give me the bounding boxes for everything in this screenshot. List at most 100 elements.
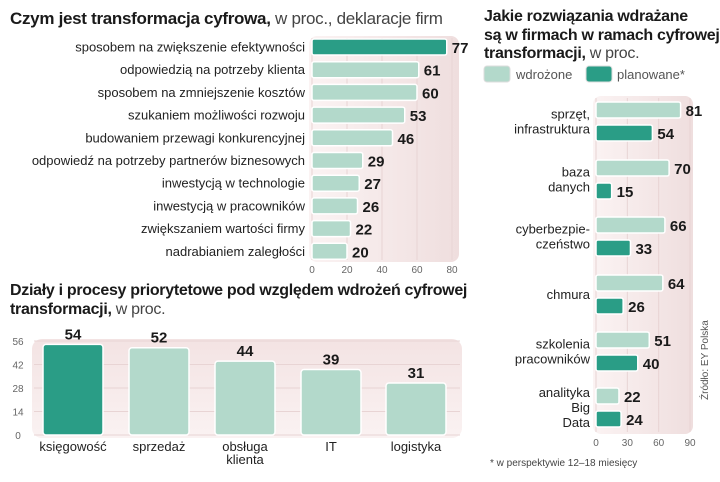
chart2-bar xyxy=(214,360,276,436)
chart1-x-tick: 40 xyxy=(376,265,388,276)
chart2-bar xyxy=(128,346,190,436)
chart1-bar xyxy=(311,174,360,192)
chart3-plot-panel xyxy=(593,96,693,434)
chart2-value-label: 39 xyxy=(323,352,340,369)
chart2-bar xyxy=(42,343,104,436)
chart1-category-label: budowaniem przewagi konkurencyjnej xyxy=(85,130,305,145)
chart1-bar xyxy=(311,129,394,147)
chart3-bar-implemented xyxy=(595,101,682,119)
chart1-value-label: 22 xyxy=(356,222,373,239)
chart3-category-label: sprzęt, xyxy=(551,107,590,122)
chart2-value-label: 31 xyxy=(408,365,425,382)
chart2-title-line2: transformacji, xyxy=(10,300,112,318)
chart3-bar-implemented xyxy=(595,387,620,405)
chart1-category-label: inwestycją w technologie xyxy=(162,176,305,191)
chart3-bar-planned xyxy=(595,410,622,428)
chart3-bar-planned xyxy=(595,239,632,257)
chart3-value-label: 33 xyxy=(635,241,652,258)
chart1-value-label: 27 xyxy=(364,176,381,193)
chart3-category-label: pracowników xyxy=(515,352,591,367)
legend-label-implemented: wdrożone xyxy=(515,67,572,82)
chart1-x-tick: 80 xyxy=(446,265,458,276)
chart1-category-label: nadrabianiem zaległości xyxy=(166,244,306,259)
chart3-category-label: baza xyxy=(562,165,591,180)
chart1-bar xyxy=(311,60,420,79)
chart2-category-label: obsługa xyxy=(222,439,268,454)
chart3-title-rest: w proc. xyxy=(585,45,640,62)
chart3-value-label: 40 xyxy=(643,356,660,373)
chart2-value-label: 44 xyxy=(237,343,254,360)
chart2-y-tick: 42 xyxy=(12,361,24,372)
chart3-category-label: szkolenia xyxy=(536,337,591,352)
chart1-value-label: 26 xyxy=(363,199,380,216)
chart3-value-label: 70 xyxy=(674,161,691,178)
chart1-bar xyxy=(311,83,418,102)
chart1-title-rest: w proc., deklaracje firm xyxy=(270,9,443,28)
chart2-y-tick: 14 xyxy=(12,408,24,419)
chart3-x-tick: 30 xyxy=(622,438,634,449)
chart2-bar xyxy=(385,382,447,436)
chart3-bar-planned xyxy=(595,354,639,372)
chart1-bar xyxy=(311,151,364,170)
chart1-title-bold: Czym jest transformacja cyfrowa, xyxy=(10,9,271,28)
chart2-category-label: księgowość xyxy=(39,439,107,454)
chart3-bar-implemented xyxy=(595,216,666,234)
chart1-value-label: 46 xyxy=(398,131,415,148)
chart3-x-tick: 90 xyxy=(684,438,696,449)
chart3-bar-planned xyxy=(595,182,613,200)
chart1-bar xyxy=(311,106,406,124)
chart3-value-label: 64 xyxy=(668,276,685,293)
chart3-category-label: analityka xyxy=(539,385,591,400)
chart1-value-label: 77 xyxy=(452,40,469,57)
chart3-value-label: 51 xyxy=(654,333,671,350)
chart3-category-label: Big xyxy=(571,400,590,415)
chart1-value-label: 20 xyxy=(352,244,369,261)
chart1-category-label: zwiększaniem wartości firmy xyxy=(141,221,305,236)
chart3-title-line1: Jakie rozwiązania wdrażane xyxy=(484,8,688,25)
chart3-x-tick: 0 xyxy=(593,438,599,449)
chart1-x-tick: 60 xyxy=(411,265,423,276)
footnote: * w perspektywie 12–18 miesięcy xyxy=(490,458,638,469)
chart2-category-label: klienta xyxy=(226,452,264,467)
chart3-x-tick: 60 xyxy=(653,438,665,449)
chart3-bar-implemented xyxy=(595,274,664,292)
chart2-y-tick: 56 xyxy=(12,337,24,348)
chart3-value-label: 22 xyxy=(624,389,641,406)
legend-swatch-planned xyxy=(585,65,613,83)
chart1-bar xyxy=(311,38,448,56)
chart3-category-label: cyberbezpie- xyxy=(516,222,590,237)
chart1-category-label: szukaniem możliwości rozwoju xyxy=(128,108,305,123)
chart2-category-label: IT xyxy=(325,439,337,454)
chart2-y-tick: 28 xyxy=(12,384,24,395)
chart3-value-label: 24 xyxy=(626,412,643,429)
chart3-value-label: 81 xyxy=(686,103,703,120)
chart3-bar-implemented xyxy=(595,331,651,349)
chart3-category-label: danych xyxy=(548,180,590,195)
chart3-bar-implemented xyxy=(595,159,670,177)
chart3-title: Jakie rozwiązania wdrażane są w firmach … xyxy=(484,8,720,64)
chart3-category-label: czeństwo xyxy=(536,237,590,252)
chart3-title-line3: transformacji, xyxy=(484,45,586,62)
chart2-value-label: 52 xyxy=(151,330,168,347)
chart1-category-label: odpowiedź na potrzeby partnerów biznesow… xyxy=(32,153,305,168)
chart2-title: Działy i procesy priorytetowe pod względ… xyxy=(10,282,467,319)
chart3-value-label: 26 xyxy=(628,299,645,316)
chart2-title-line1: Działy i procesy priorytetowe pod względ… xyxy=(10,282,468,299)
chart1-value-label: 29 xyxy=(368,154,385,171)
chart1-bar xyxy=(311,197,359,215)
chart2-y-tick: 0 xyxy=(15,431,21,442)
chart2-category-label: sprzedaż xyxy=(133,439,186,454)
chart1-bar xyxy=(311,242,348,261)
chart1-bar xyxy=(311,219,352,238)
chart3-bar-planned xyxy=(595,297,624,315)
chart1-x-tick: 0 xyxy=(309,265,315,276)
chart1-value-label: 61 xyxy=(424,63,441,80)
chart3-category-label: infrastruktura xyxy=(514,122,591,137)
chart2-value-label: 54 xyxy=(65,326,82,343)
chart3-category-label: chmura xyxy=(547,287,591,302)
chart3-value-label: 15 xyxy=(617,184,634,201)
chart3-category-label: Data xyxy=(563,415,591,430)
chart1-x-tick: 20 xyxy=(341,265,353,276)
chart2-bar xyxy=(300,368,362,436)
